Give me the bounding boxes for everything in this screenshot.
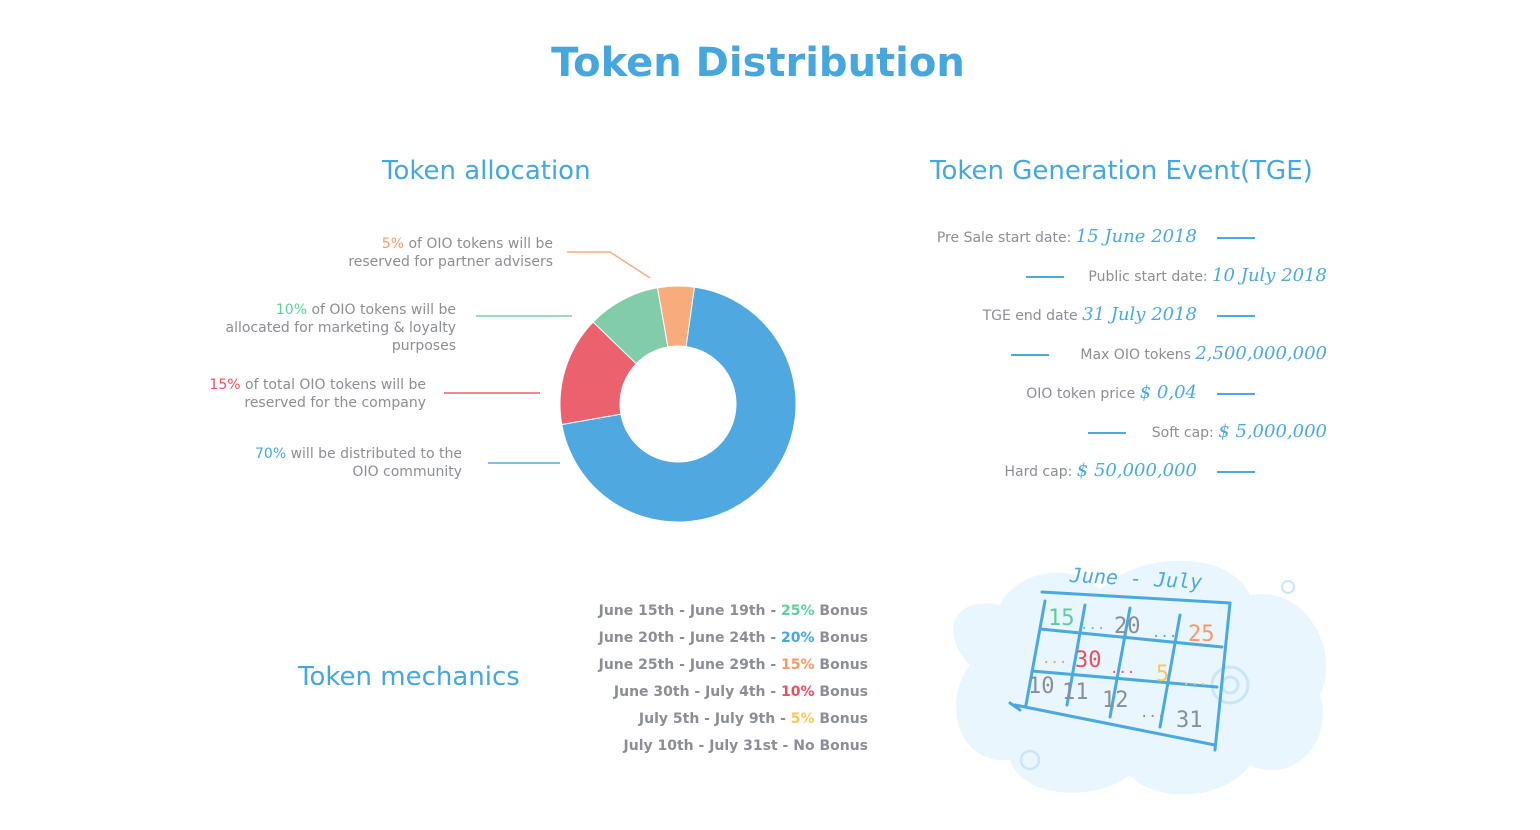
bonus-pct: 20% [781, 630, 815, 646]
allocation-pct: 5% [381, 236, 405, 252]
swirl-icon [1210, 665, 1250, 705]
calendar-cell: ... [1182, 673, 1207, 689]
tge-label: Public start date: [1088, 269, 1213, 285]
mechanics-row: June 30th - July 4th - 10% Bonus [613, 684, 868, 700]
tge-row-presale: Pre Sale start date: 15 June 2018 [937, 226, 1197, 247]
token-mechanics-title: Token mechanics [298, 662, 520, 692]
tge-dash [1217, 471, 1255, 473]
mechanics-row: July 10th - July 31st - No Bonus [623, 738, 868, 754]
bonus-pct: 5% [790, 711, 815, 727]
tge-value: 2,500,000,000 [1195, 343, 1327, 364]
tge-label: OIO token price [1026, 386, 1140, 402]
bonus-pct: 10% [781, 684, 815, 700]
calendar-illustration: June - July 15 ... 20 ... 25 ... 30 ... … [953, 560, 1327, 795]
tge-row-soft-cap: Soft cap: $ 5,000,000 [1152, 421, 1327, 442]
allocation-donut-chart [560, 286, 796, 522]
calendar-cell: ... [1042, 651, 1067, 667]
allocation-pct: 10% [275, 302, 308, 318]
tge-row-tge-end: TGE end date 31 July 2018 [983, 304, 1197, 325]
tge-value: $ 50,000,000 [1076, 460, 1197, 481]
tge-value: 10 July 2018 [1212, 265, 1327, 286]
calendar-cell: 31 [1176, 708, 1203, 733]
tge-row-hard-cap: Hard cap: $ 50,000,000 [1004, 460, 1197, 481]
token-allocation-title: Token allocation [382, 156, 591, 186]
tge-label: Pre Sale start date: [936, 230, 1076, 246]
page-title: Token Distribution [551, 40, 965, 86]
mechanics-row: June 25th - June 29th - 15% Bonus [598, 657, 868, 673]
calendar-grid [1008, 590, 1232, 752]
allocation-label-community: 70% will be distributed to the OIO commu… [255, 446, 462, 480]
donut-slice-oio-community [561, 286, 796, 522]
cloud-background [953, 560, 1327, 795]
calendar-cell: 30 [1075, 648, 1102, 673]
tge-row-price: OIO token price $ 0,04 [1026, 382, 1197, 403]
calendar-cell: 12 [1102, 688, 1129, 713]
calendar-cell: 5 [1156, 662, 1169, 687]
mechanics-row: July 5th - July 9th - 5% Bonus [638, 711, 868, 727]
calendar-cell: ... [1152, 625, 1177, 641]
bonus-pct: 15% [781, 657, 815, 673]
tge-value: 15 June 2018 [1075, 226, 1197, 247]
tge-label: Hard cap: [1004, 464, 1077, 480]
tge-title: Token Generation Event(TGE) [930, 156, 1313, 186]
tge-value: $ 5,000,000 [1218, 421, 1327, 442]
calendar-cell: 11 [1062, 680, 1089, 705]
tge-dash [1217, 315, 1255, 317]
calendar-cell: ... [1140, 705, 1165, 721]
allocation-pct: 70% [255, 446, 287, 462]
leader-line-advisers [567, 251, 651, 279]
mechanics-row: June 15th - June 19th - 25% Bonus [598, 603, 868, 619]
mechanics-row: June 20th - June 24th - 20% Bonus [598, 630, 868, 646]
calendar-cell: 15 [1048, 606, 1075, 631]
tge-dash [1026, 276, 1064, 278]
tge-label: Soft cap: [1151, 425, 1219, 441]
tge-dash [1011, 354, 1049, 356]
calendar-cell: 10 [1028, 674, 1055, 699]
tge-row-max-tokens: Max OIO tokens 2,500,000,000 [1080, 343, 1327, 364]
tge-label: TGE end date [982, 308, 1083, 324]
tge-dash [1217, 237, 1255, 239]
tge-dash [1088, 432, 1126, 434]
tge-row-public: Public start date: 10 July 2018 [1088, 265, 1327, 286]
calendar-cell: ... [1080, 617, 1105, 633]
donut-slice-partner-advisers [656, 286, 695, 348]
allocation-label-company: 15% of total OIO tokens will be reserved… [209, 377, 426, 411]
tge-value: 31 July 2018 [1082, 304, 1197, 325]
tge-dash [1217, 393, 1255, 395]
swirl-icon [1281, 580, 1295, 594]
calendar-cell: 20 [1114, 614, 1141, 639]
bonus-pct: 25% [781, 603, 815, 619]
allocation-label-advisers: 5% of OIO tokens will be reserved for pa… [348, 236, 553, 270]
allocation-pct: 15% [209, 377, 241, 393]
calendar-cell: ... [1110, 661, 1135, 677]
swirl-icon [1019, 749, 1041, 771]
tge-label: Max OIO tokens [1080, 347, 1196, 363]
allocation-label-marketing: 10% of OIO tokens will be allocated for … [225, 302, 456, 354]
tge-value: $ 0,04 [1139, 382, 1197, 403]
allocation-leader-lines [444, 251, 651, 464]
calendar-cell: 25 [1188, 622, 1215, 647]
